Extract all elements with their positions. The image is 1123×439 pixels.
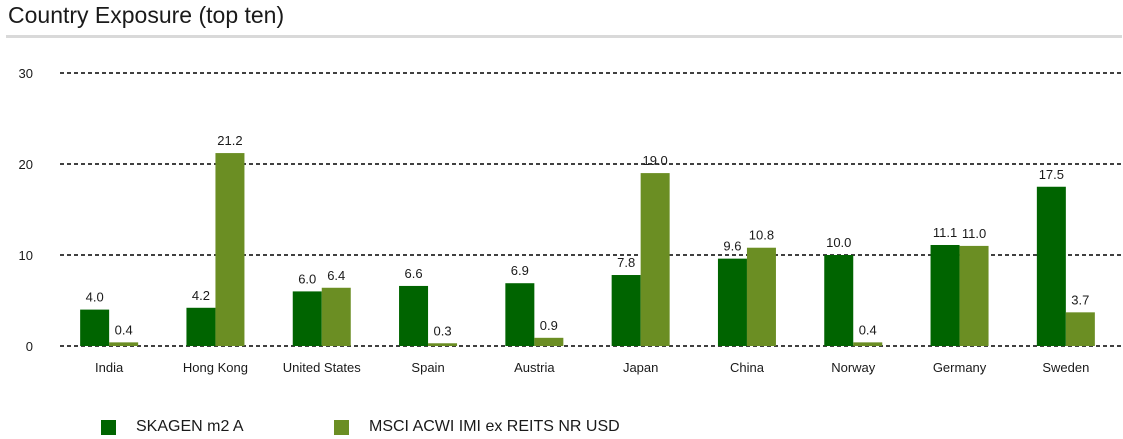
legend-item-series-1: SKAGEN m2 A: [101, 418, 244, 436]
bar-sweden-series-1: [1036, 186, 1066, 346]
bar-chart: 0 10 20 30 4.0 0.4 India 4.2 21.2 Hong Kong 6.0 6.4…: [19, 66, 1122, 375]
legend-label-series-2: MSCI ACWI IMI ex REITS NR USD: [369, 418, 620, 435]
data-label: 6.9: [511, 263, 529, 278]
bar-china-series-1: [717, 258, 747, 346]
bar-japan-series-1: [611, 275, 641, 346]
data-label: 10.8: [749, 228, 774, 243]
x-tick-label: Sweden: [1042, 360, 1089, 375]
data-label: 6.0: [298, 271, 316, 286]
bar-sweden-series-2: [1065, 312, 1095, 346]
bar-india-series-2: [109, 342, 139, 346]
bar-united-states-series-1: [292, 291, 322, 346]
data-label: 4.2: [192, 288, 210, 303]
data-label: 10.0: [826, 235, 851, 250]
legend-swatch-series-1: [101, 419, 116, 435]
data-label: 6.6: [405, 266, 423, 281]
data-label: 21.2: [217, 133, 242, 148]
legend-label-series-1: SKAGEN m2 A: [136, 418, 244, 435]
bar-germany-series-2: [959, 245, 989, 346]
data-label: 6.4: [327, 268, 345, 283]
x-tick-label: Norway: [831, 360, 876, 375]
x-tick-label: India: [95, 360, 124, 375]
data-label: 9.6: [723, 239, 741, 254]
data-label: 4.0: [86, 290, 104, 305]
chart-title: Country Exposure (top ten): [8, 2, 285, 28]
bar-austria-series-1: [505, 283, 535, 346]
bar-india-series-1: [80, 309, 110, 346]
data-label: 11.1: [933, 225, 957, 240]
y-tick-label: 30: [19, 66, 33, 81]
x-tick-label: China: [730, 360, 765, 375]
x-tick-label: Austria: [514, 360, 555, 375]
y-tick-label: 20: [19, 157, 33, 172]
bar-hong-kong-series-1: [186, 307, 216, 346]
bar-norway-series-2: [853, 342, 883, 346]
x-tick-label: Spain: [411, 360, 444, 375]
bar-spain-series-2: [428, 343, 458, 346]
x-tick-label: Germany: [933, 360, 987, 375]
legend-item-series-2: MSCI ACWI IMI ex REITS NR USD: [334, 418, 620, 436]
bar-spain-series-1: [399, 285, 429, 346]
legend-swatch-series-2: [334, 419, 349, 435]
data-label: 0.3: [434, 323, 452, 338]
x-tick-label: Japan: [623, 360, 658, 375]
data-label: 19.0: [642, 153, 667, 168]
data-label: 0.4: [859, 322, 877, 337]
bar-united-states-series-2: [321, 287, 351, 346]
legend: SKAGEN m2 A MSCI ACWI IMI ex REITS NR US…: [0, 418, 1123, 438]
data-label: 17.5: [1039, 167, 1064, 182]
data-label: 0.9: [540, 318, 558, 333]
y-tick-label: 0: [26, 339, 33, 354]
y-tick-label: 10: [19, 248, 33, 263]
bar-china-series-2: [746, 247, 776, 346]
bar-austria-series-2: [534, 337, 564, 346]
title-divider: [6, 35, 1122, 38]
data-label: 3.7: [1071, 292, 1089, 307]
bar-norway-series-1: [824, 255, 854, 346]
bar-hong-kong-series-2: [215, 153, 245, 346]
bar-germany-series-1: [930, 244, 960, 346]
x-tick-label: United States: [283, 360, 362, 375]
data-label: 11.0: [962, 226, 986, 241]
data-label: 7.8: [617, 255, 635, 270]
bar-japan-series-2: [640, 173, 670, 346]
x-tick-label: Hong Kong: [183, 360, 248, 375]
data-label: 0.4: [115, 322, 133, 337]
